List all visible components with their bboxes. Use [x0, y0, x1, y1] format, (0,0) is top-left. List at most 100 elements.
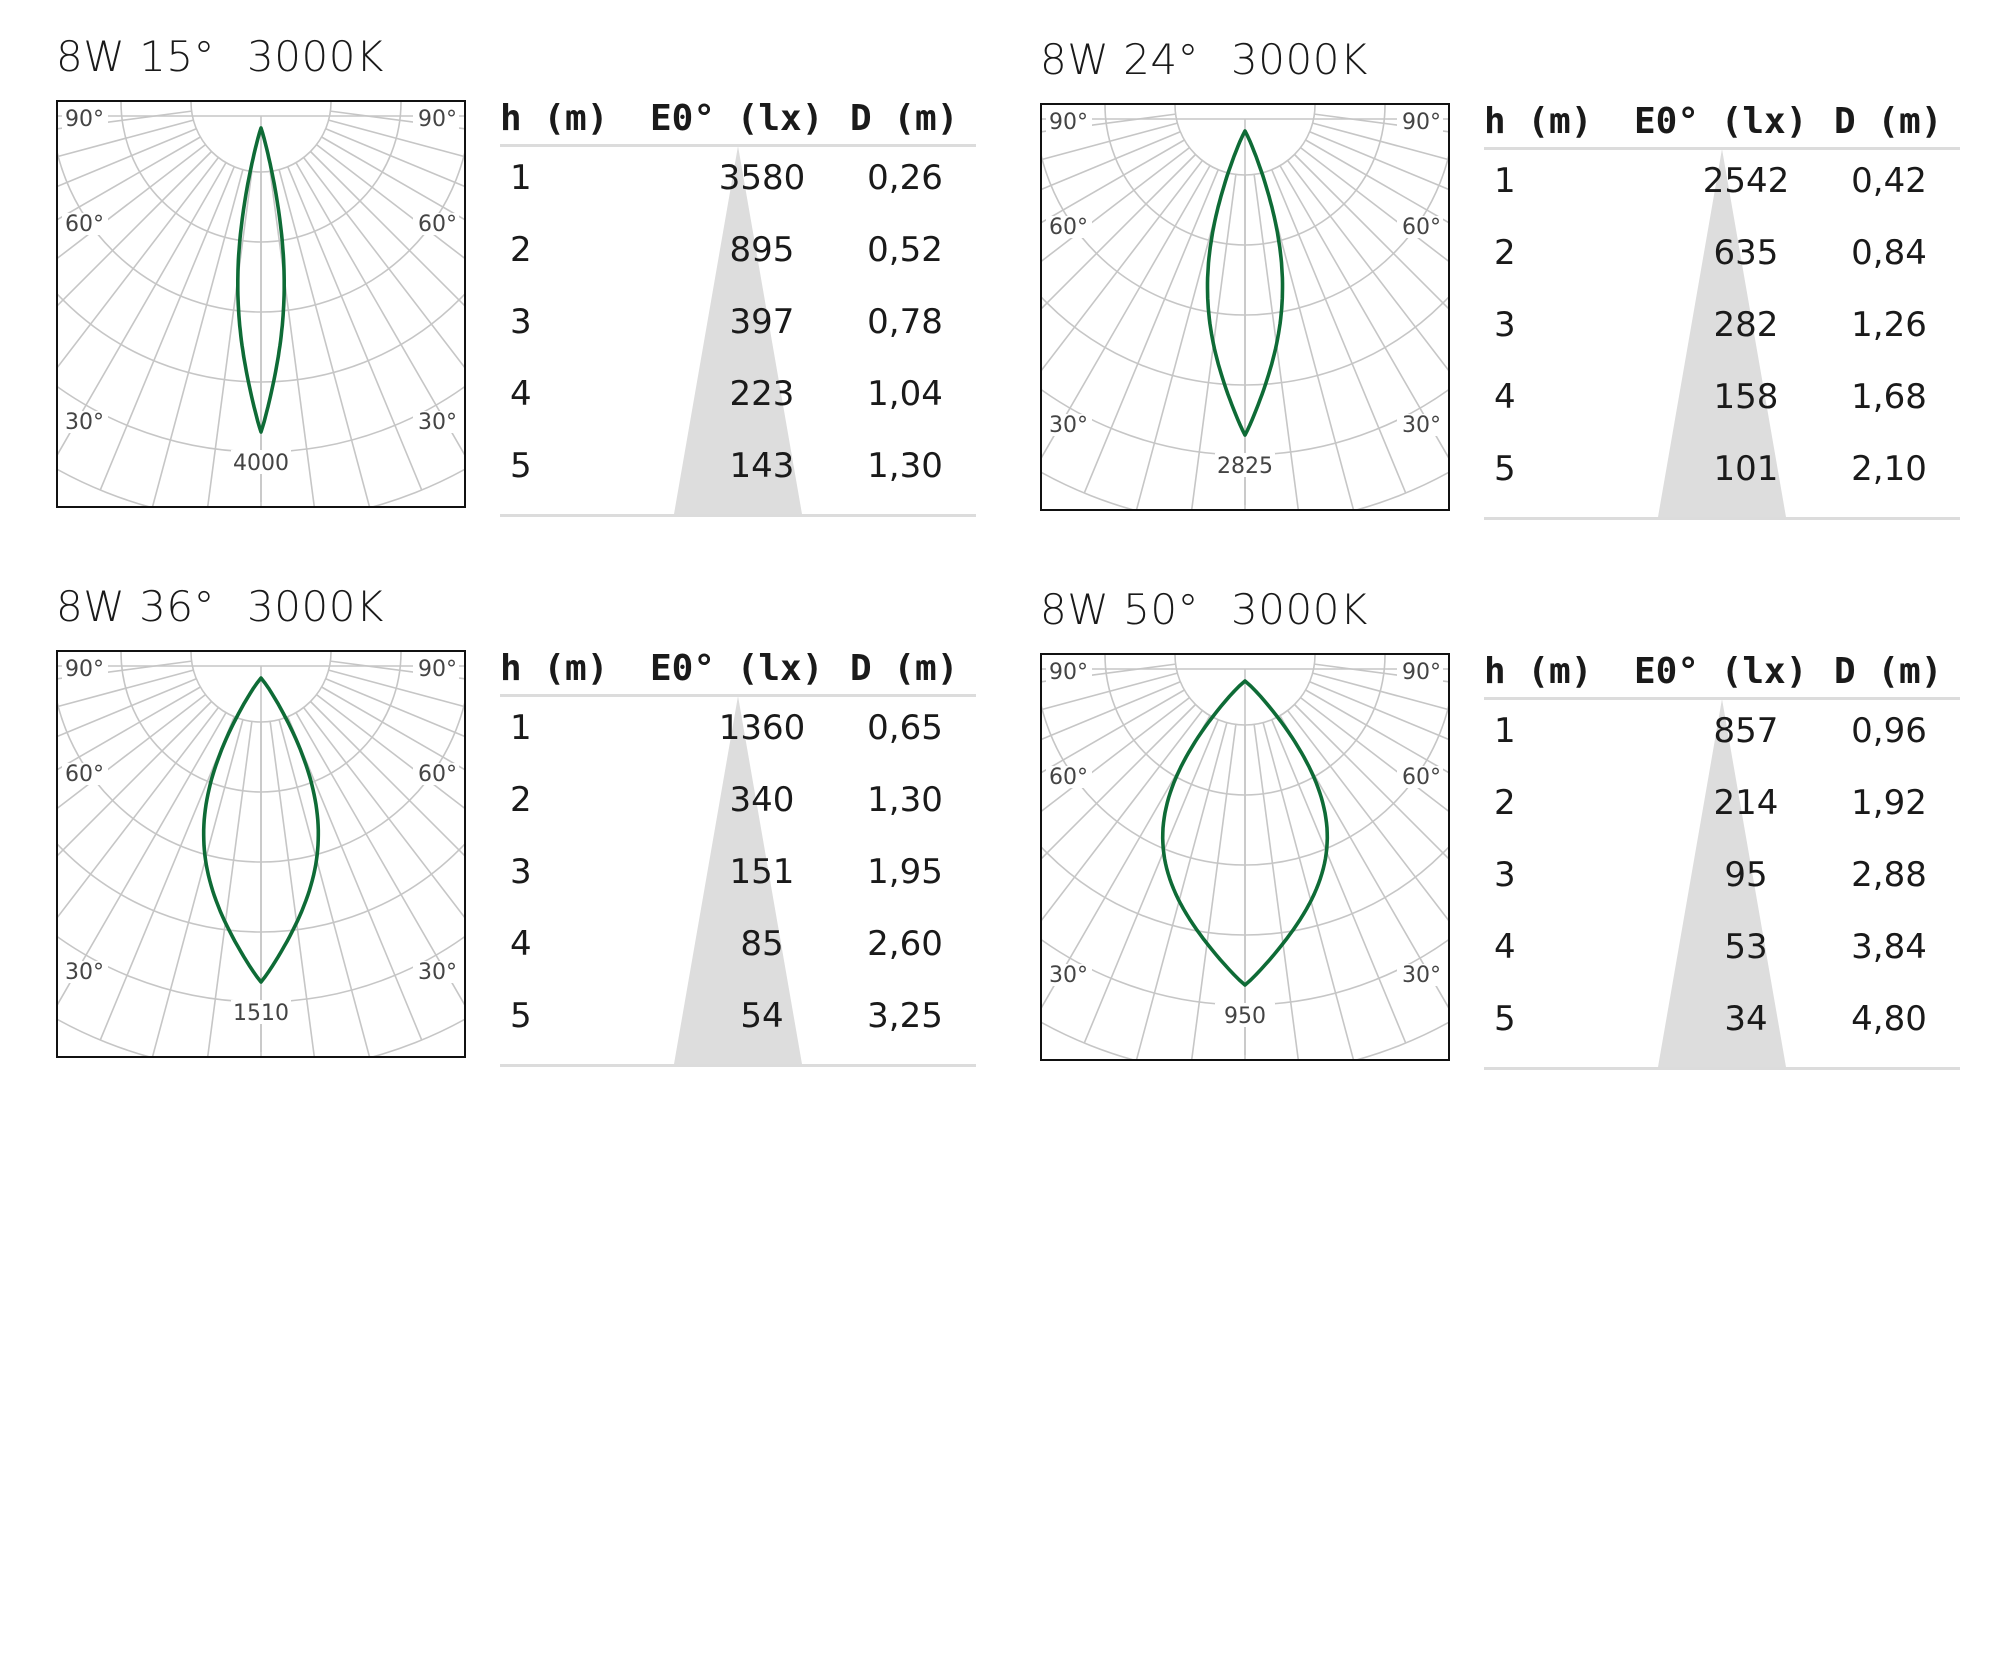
row-diameter: 0,42: [1851, 161, 1927, 201]
light-cone: [674, 696, 802, 1064]
polar-diagram: 90° 90° 60° 60° 30° 30° 950: [1040, 653, 1450, 1061]
angle-label-60-right: 60°: [1402, 215, 1441, 240]
grid-spoke: [278, 719, 371, 1056]
grid-spoke: [58, 707, 220, 918]
grid-spoke: [1042, 710, 1204, 921]
angle-label-bg: [1046, 661, 1092, 683]
row-illuminance: 340: [729, 780, 795, 820]
grid-spoke: [330, 660, 464, 680]
row-height: 3: [510, 852, 532, 892]
illuminance-table: h (m) E0° (lx) D (m) 1 1360 0,65 2 340 1,30 3 151 1…: [500, 648, 976, 1068]
grid-spoke: [1042, 696, 1190, 812]
polar-grid-svg: 90° 90° 60° 60° 30° 30° 2825: [1042, 105, 1448, 509]
power-beam-label: 8W 24°: [1040, 35, 1200, 84]
panel-title: 8W 50° 3000K: [1040, 585, 1368, 634]
table-bottom-rule: [500, 1064, 976, 1067]
angle-label-bg: [1397, 414, 1443, 436]
angle-label-60-left: 60°: [65, 212, 104, 237]
table-header-diameter: D (m): [850, 648, 959, 689]
row-diameter: 1,68: [1851, 377, 1927, 417]
panel-title: 8W 15° 3000K: [56, 32, 384, 81]
polar-grid: [58, 102, 464, 506]
grid-spoke: [99, 716, 235, 1041]
grid-spoke: [321, 686, 464, 771]
polar-grid: [1042, 655, 1448, 1059]
table-header-height: h (m): [1484, 101, 1593, 142]
grid-spoke: [1312, 672, 1448, 711]
angle-label-90-left: 90°: [65, 107, 104, 132]
grid-spoke: [151, 719, 244, 1056]
table-header-illuminance: E0° (lx): [650, 98, 824, 139]
cct-label: 3000K: [1231, 35, 1368, 84]
table-bottom-rule: [1484, 517, 1960, 520]
row-height: 2: [510, 780, 532, 820]
angle-label-60-right: 60°: [1402, 765, 1441, 790]
grid-spoke: [1293, 153, 1448, 310]
row-diameter: 0,96: [1851, 711, 1927, 751]
grid-spoke: [58, 157, 220, 368]
angle-label-bg: [1046, 964, 1092, 986]
row-diameter: 0,52: [867, 230, 943, 270]
grid-spoke: [1314, 663, 1448, 683]
angle-label-90-right: 90°: [418, 107, 457, 132]
row-height: 2: [510, 230, 532, 270]
grid-spoke: [302, 707, 464, 918]
grid-spoke: [309, 700, 464, 857]
grid-spoke: [58, 700, 213, 857]
grid-spoke: [1042, 146, 1190, 262]
grid-spoke: [328, 119, 464, 158]
angle-label-bg: [1397, 964, 1443, 986]
cct-label: 3000K: [1231, 585, 1368, 634]
angle-label-bg: [1046, 414, 1092, 436]
row-height: 2: [1494, 783, 1516, 823]
light-cone-svg: [674, 696, 802, 1064]
grid-spoke: [1253, 724, 1299, 1059]
angle-label-30-right: 30°: [418, 960, 457, 985]
angle-label-90-left: 90°: [65, 657, 104, 682]
angle-label-60-right: 60°: [418, 212, 457, 237]
table-header-illuminance: E0° (lx): [1634, 651, 1808, 692]
table-header-height: h (m): [500, 648, 609, 689]
row-height: 1: [510, 708, 532, 748]
polar-grid-svg: 90° 90° 60° 60° 30° 30° 1510: [58, 652, 464, 1056]
grid-spoke: [1042, 681, 1181, 740]
table-header-height: h (m): [500, 98, 609, 139]
row-diameter: 0,26: [867, 158, 943, 198]
grid-spoke: [1042, 139, 1185, 224]
grid-spoke: [151, 169, 244, 506]
grid-spoke: [1042, 663, 1176, 683]
grid-spoke: [58, 128, 197, 187]
grid-spoke: [1083, 169, 1219, 494]
row-diameter: 1,30: [867, 780, 943, 820]
peak-intensity-label: 1510: [233, 1001, 289, 1026]
grid-spoke: [325, 128, 464, 187]
grid-spoke: [58, 693, 206, 809]
peak-intensity-label: 950: [1224, 1004, 1266, 1029]
grid-spoke: [1309, 681, 1448, 740]
row-diameter: 1,95: [867, 852, 943, 892]
grid-spoke: [287, 716, 423, 1041]
row-height: 5: [1494, 999, 1516, 1039]
power-beam-label: 8W 36°: [56, 582, 216, 631]
table-header-height: h (m): [1484, 651, 1593, 692]
grid-spoke: [58, 150, 213, 307]
angle-label-30-left: 30°: [65, 960, 104, 985]
grid-spoke: [1300, 146, 1448, 262]
angle-label-90-left: 90°: [1049, 110, 1088, 135]
grid-spoke: [1083, 719, 1219, 1044]
angle-label-60-left: 60°: [65, 762, 104, 787]
angle-label-bg: [1397, 661, 1443, 683]
angle-label-30-left: 30°: [1049, 413, 1088, 438]
grid-spoke: [1042, 153, 1197, 310]
row-diameter: 1,04: [867, 374, 943, 414]
grid-spoke: [1191, 724, 1237, 1059]
peak-value-bg: [231, 1000, 291, 1024]
grid-spoke: [1042, 131, 1181, 190]
grid-spoke: [1042, 672, 1178, 711]
row-height: 5: [510, 446, 532, 486]
grid-spoke: [1314, 113, 1448, 133]
angle-label-bg: [413, 213, 459, 235]
angle-label-bg: [62, 658, 108, 680]
row-height: 5: [1494, 449, 1516, 489]
grid-spoke: [1305, 689, 1448, 774]
